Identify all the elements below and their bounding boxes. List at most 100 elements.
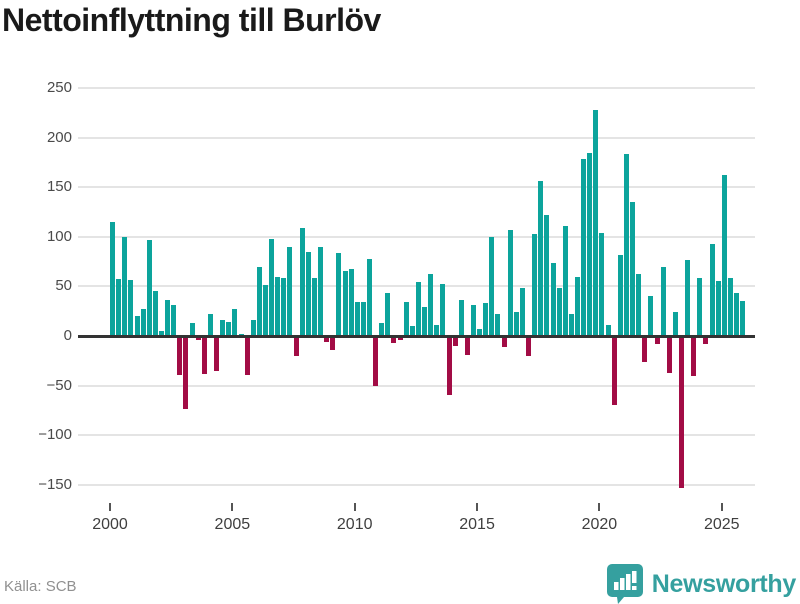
bar-positive: [134, 316, 140, 336]
bar-positive: [226, 322, 232, 336]
bar-positive: [116, 279, 122, 336]
bar-positive: [171, 305, 177, 336]
bar-negative: [446, 337, 452, 396]
bar-positive: [415, 282, 421, 336]
y-axis-label: −50: [46, 376, 72, 394]
bar-positive: [379, 323, 385, 336]
x-axis-tick: [476, 503, 479, 511]
bar-negative: [324, 337, 330, 343]
bar-positive: [146, 239, 152, 336]
bar-negative: [201, 337, 207, 375]
gridline: [78, 483, 755, 486]
bar-negative: [177, 337, 183, 376]
bar-positive: [587, 153, 593, 336]
x-axis-label: 2000: [92, 516, 128, 533]
bar-positive: [550, 262, 556, 336]
bar-negative: [244, 337, 250, 376]
bar-positive: [305, 251, 311, 336]
bar-positive: [256, 266, 262, 336]
bar-positive: [434, 325, 440, 336]
bar-positive: [721, 175, 727, 336]
bar-positive: [605, 325, 611, 336]
bar-positive: [495, 314, 501, 336]
bar-negative: [464, 337, 470, 356]
bar-positive: [360, 302, 366, 336]
y-axis-label: 0: [63, 327, 72, 344]
bar-negative: [642, 337, 648, 363]
y-axis-label: 50: [55, 277, 72, 295]
bar-positive: [513, 312, 519, 336]
gridline: [78, 434, 755, 437]
bar-positive: [158, 331, 164, 336]
zero-line: [78, 334, 755, 338]
x-axis-tick: [109, 503, 111, 511]
bar-positive: [220, 320, 226, 336]
bar-negative: [703, 337, 709, 345]
bar-positive: [250, 320, 256, 336]
bar-negative: [666, 337, 672, 374]
bar-positive: [458, 300, 464, 336]
bar-positive: [366, 258, 372, 336]
bar-positive: [740, 301, 746, 336]
bar-positive: [165, 300, 171, 336]
newsworthy-chart-pin-icon: [606, 564, 643, 604]
bar-positive: [232, 309, 238, 336]
bar-positive: [532, 233, 538, 336]
bar-positive: [636, 274, 642, 336]
bar-negative: [654, 337, 660, 345]
bar-positive: [599, 232, 605, 336]
source-note: Källa: SCB: [4, 578, 77, 595]
gridline: [78, 235, 755, 238]
gridline: [78, 87, 755, 89]
bar-positive: [269, 238, 275, 336]
bar-positive: [110, 221, 115, 336]
bar-positive: [715, 281, 721, 336]
bar-negative: [214, 337, 219, 372]
x-axis-tick: [598, 503, 601, 511]
bar-positive: [593, 109, 599, 336]
bar-positive: [409, 326, 415, 336]
y-axis-label: 250: [46, 79, 72, 96]
bar-positive: [281, 278, 287, 336]
bar-positive: [507, 229, 513, 336]
bar-positive: [581, 159, 586, 336]
bar-negative: [501, 337, 507, 348]
x-axis-label: 2020: [581, 516, 618, 533]
bar-positive: [152, 291, 158, 336]
bar-positive: [556, 288, 562, 336]
chart-title: Nettoinflyttning till Burlöv: [2, 2, 381, 38]
bar-positive: [440, 284, 446, 336]
bar-negative: [195, 337, 201, 341]
bar-positive: [428, 274, 434, 336]
x-axis-tick: [231, 503, 234, 511]
bar-positive: [709, 243, 715, 336]
bar-positive: [538, 181, 544, 336]
bar-positive: [574, 277, 580, 336]
bar-positive: [122, 236, 128, 336]
bar-positive: [470, 305, 476, 336]
bar-positive: [623, 154, 629, 336]
gridline: [78, 136, 755, 139]
bar-positive: [483, 303, 489, 336]
x-axis-tick: [353, 503, 356, 511]
bar-positive: [318, 246, 323, 336]
bar-positive: [685, 259, 690, 336]
bar-positive: [348, 268, 354, 336]
bar-negative: [611, 337, 617, 405]
bar-negative: [678, 337, 684, 489]
bar-positive: [672, 312, 678, 336]
y-axis-label: −100: [38, 426, 72, 444]
bar-positive: [617, 254, 623, 336]
bar-positive: [519, 288, 525, 336]
newsworthy-logo: Newsworthy: [606, 564, 796, 604]
bar-positive: [262, 285, 268, 336]
bar-positive: [385, 293, 391, 336]
y-axis-label: −150: [38, 475, 72, 493]
bar-positive: [422, 307, 427, 336]
bar-negative: [452, 337, 458, 347]
x-axis-label: 2015: [459, 516, 495, 533]
y-axis-label: 200: [46, 128, 72, 146]
bar-negative: [330, 337, 336, 351]
bar-positive: [734, 293, 739, 336]
